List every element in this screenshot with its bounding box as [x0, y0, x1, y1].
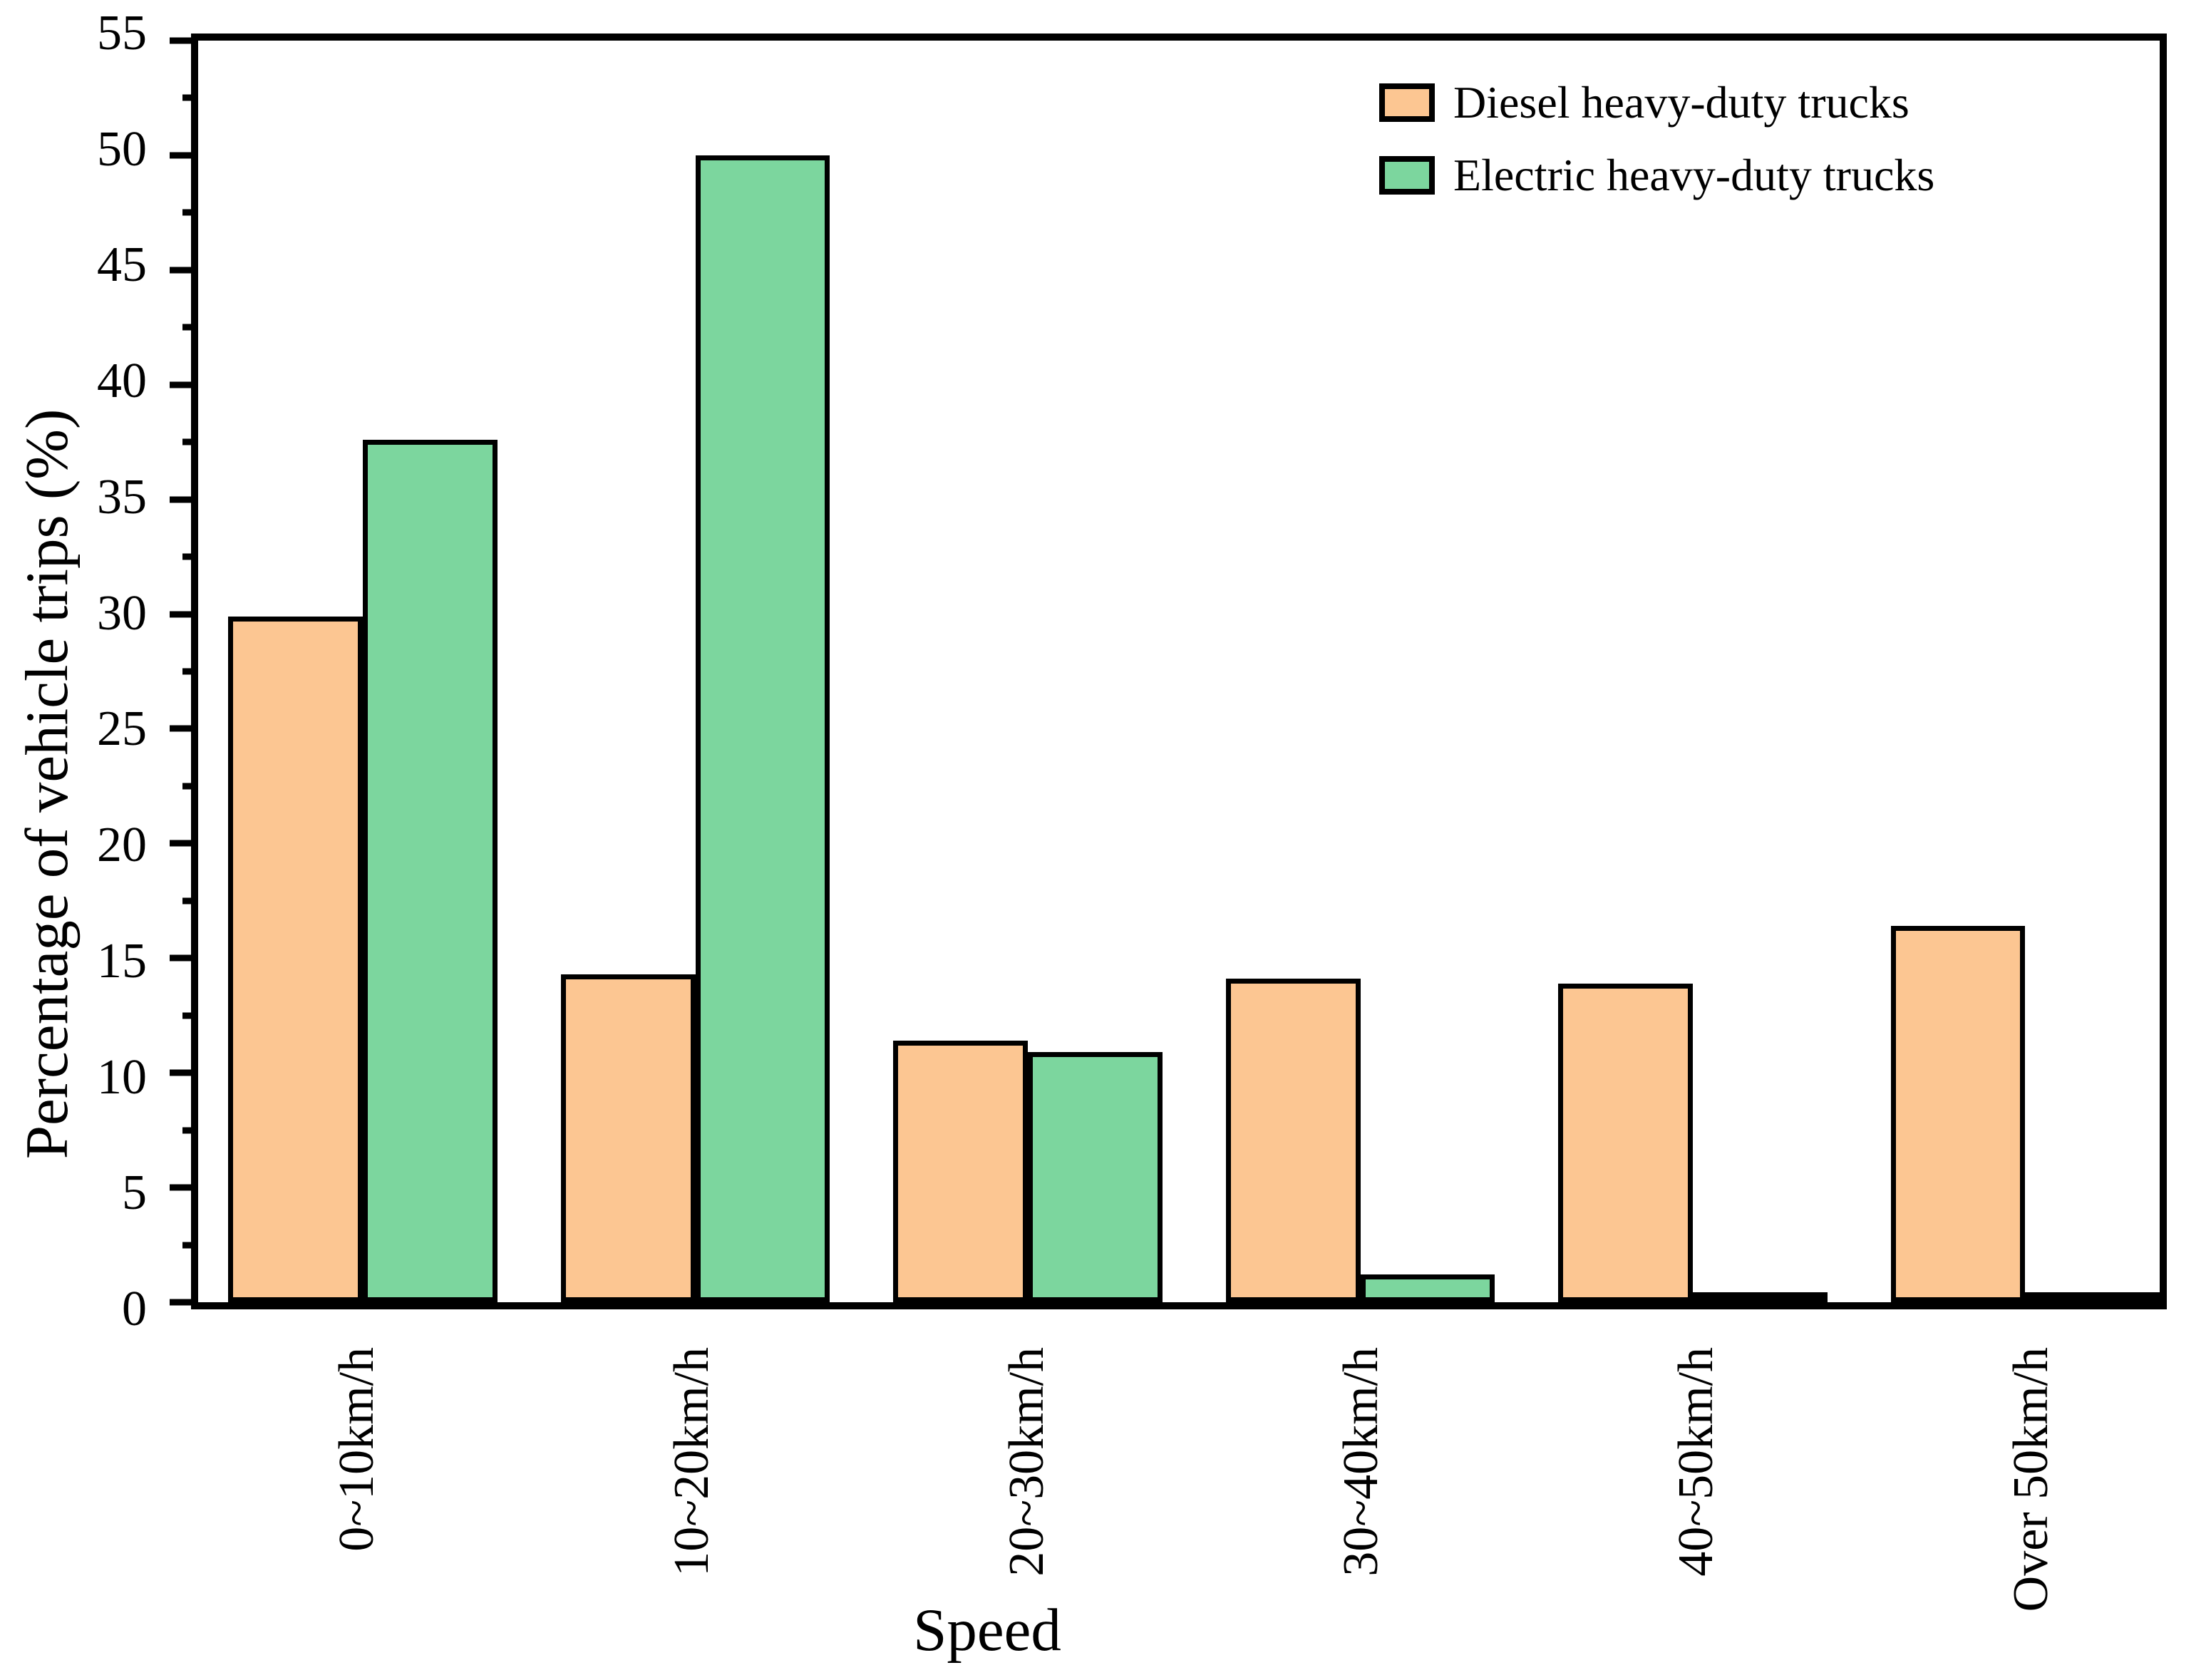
- y-tick-label-30: 30: [97, 585, 147, 641]
- y-major-tick-5: [170, 1184, 198, 1191]
- x-category-label-20~30km/h: 20~30km/h: [999, 1347, 1054, 1577]
- y-minor-tick: [182, 94, 198, 101]
- y-tick-label-50: 50: [97, 121, 147, 177]
- plot-area: [170, 34, 2167, 1309]
- bar-diesel-20~30km/h: [893, 1041, 1029, 1302]
- y-tick-label-40: 40: [97, 354, 147, 409]
- y-tick-label-15: 15: [97, 933, 147, 989]
- y-minor-tick: [182, 1012, 198, 1019]
- y-major-tick-15: [170, 954, 198, 962]
- bar-diesel-40~50km/h: [1558, 983, 1694, 1302]
- y-major-tick-10: [170, 1069, 198, 1076]
- y-tick-label-20: 20: [97, 818, 147, 873]
- y-tick-label-0: 0: [122, 1282, 147, 1336]
- bar-electric-20~30km/h: [1028, 1052, 1163, 1302]
- y-tick-label-10: 10: [97, 1049, 147, 1105]
- bar-electric-10~20km/h: [695, 155, 830, 1302]
- y-minor-tick: [182, 553, 198, 560]
- y-tick-label-55: 55: [97, 6, 147, 61]
- y-minor-tick: [182, 1127, 198, 1134]
- bar-diesel-10~20km/h: [560, 974, 696, 1302]
- y-tick-label-5: 5: [122, 1165, 147, 1221]
- bar-electric-40~50km/h: [1693, 1292, 1828, 1302]
- y-minor-tick: [182, 324, 198, 331]
- legend-swatch-electric: [1379, 156, 1435, 195]
- bar-electric-30~40km/h: [1360, 1274, 1495, 1302]
- legend-item-electric: Electric heavy-duty trucks: [1379, 153, 1934, 198]
- bar-electric-Over 50km/h: [2025, 1292, 2160, 1302]
- legend-label-electric: Electric heavy-duty trucks: [1453, 150, 1935, 200]
- x-category-label-0~10km/h: 0~10km/h: [329, 1347, 384, 1552]
- y-major-tick-30: [170, 611, 198, 618]
- y-minor-tick: [182, 438, 198, 445]
- x-category-label-30~40km/h: 30~40km/h: [1334, 1347, 1389, 1577]
- legend-swatch-diesel: [1379, 83, 1435, 122]
- y-minor-tick: [182, 668, 198, 675]
- y-major-tick-50: [170, 152, 198, 159]
- x-axis-title: Speed: [913, 1597, 1061, 1664]
- y-minor-tick: [182, 1242, 198, 1249]
- legend-label-diesel: Diesel heavy-duty trucks: [1453, 77, 1910, 128]
- y-tick-label-35: 35: [97, 469, 147, 525]
- x-category-label-10~20km/h: 10~20km/h: [664, 1347, 719, 1577]
- y-major-tick-55: [170, 37, 198, 44]
- y-major-tick-40: [170, 381, 198, 388]
- bar-diesel-Over 50km/h: [1890, 926, 2026, 1302]
- y-minor-tick: [182, 783, 198, 790]
- bar-diesel-30~40km/h: [1225, 979, 1361, 1302]
- y-major-tick-20: [170, 840, 198, 847]
- x-category-label-40~50km/h: 40~50km/h: [1669, 1347, 1724, 1577]
- legend-item-diesel: Diesel heavy-duty trucks: [1379, 80, 1934, 125]
- bar-diesel-0~10km/h: [228, 616, 364, 1302]
- x-category-label-Over 50km/h: Over 50km/h: [2004, 1347, 2059, 1612]
- y-major-tick-45: [170, 267, 198, 274]
- y-tick-label-45: 45: [97, 237, 147, 293]
- y-tick-label-column: 0 5 10 15 20 25 30 35 40 45 50 55: [0, 6, 147, 1336]
- y-minor-tick: [182, 897, 198, 905]
- y-minor-tick: [182, 209, 198, 216]
- legend: Diesel heavy-duty trucks Electric heavy-…: [1379, 80, 1934, 225]
- bar-electric-0~10km/h: [363, 439, 498, 1302]
- y-tick-label-25: 25: [97, 701, 147, 757]
- y-major-tick-35: [170, 496, 198, 503]
- y-major-tick-0: [170, 1299, 198, 1306]
- y-major-tick-25: [170, 725, 198, 732]
